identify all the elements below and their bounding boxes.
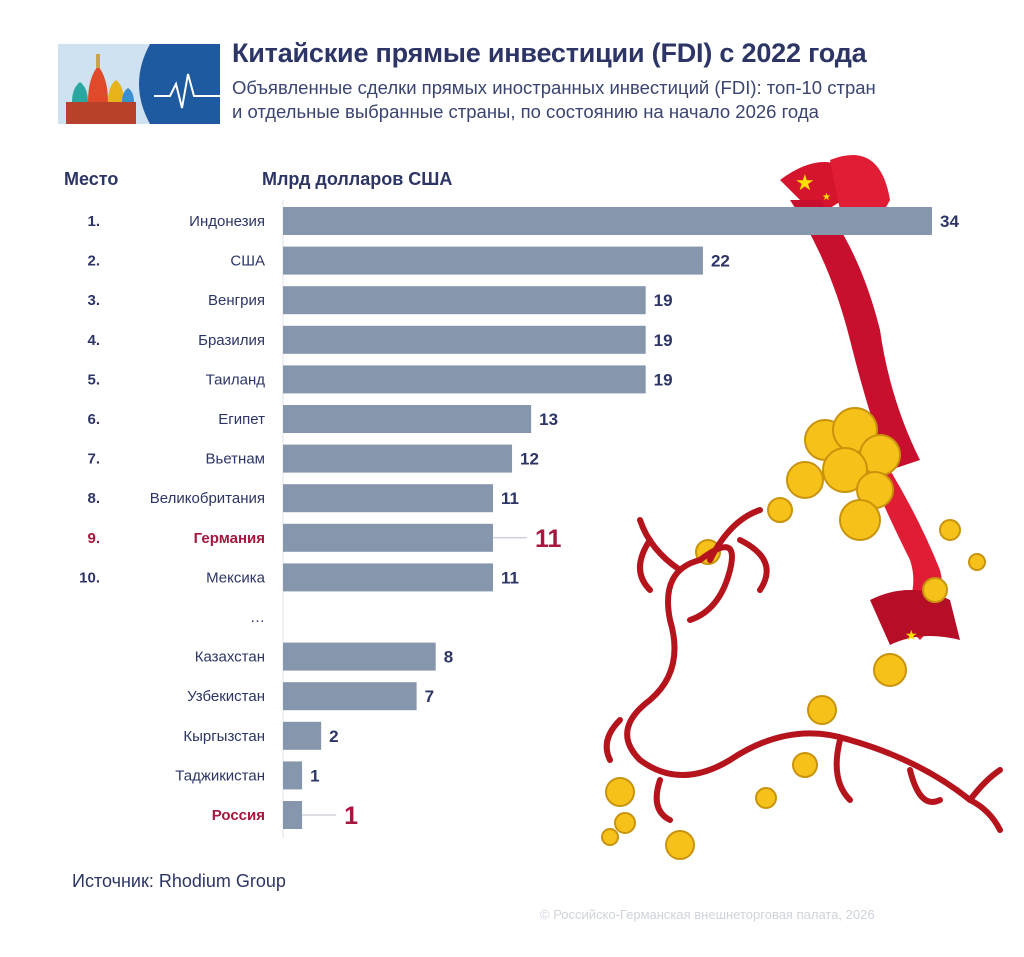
chart-row: Кыргызстан 2 (183, 721, 339, 750)
country-label: Таджикистан (175, 767, 265, 784)
country-label: Индонезия (189, 213, 265, 230)
chart-row: 2. США 22 (87, 246, 730, 275)
logo (58, 44, 220, 124)
ellipsis-label: … (250, 609, 265, 626)
bar (283, 207, 932, 235)
country-label: Кыргызстан (183, 728, 265, 745)
chart-rows: 1. Индонезия 34 2. США 22 3. Венгрия 19 4. Бразили… (79, 207, 959, 830)
country-label: США (230, 253, 265, 270)
chart-row: 3. Венгрия 19 (87, 286, 673, 315)
country-label: Великобритания (150, 490, 265, 507)
bar (283, 563, 493, 592)
rank-label: 3. (87, 292, 100, 309)
value-label: 2 (329, 727, 338, 746)
chart-row: Казахстан 8 (195, 642, 453, 671)
bar (283, 682, 417, 711)
coins-image (601, 407, 986, 860)
unit-column-header: Млрд долларов США (262, 169, 453, 189)
decorative-illustration: ★ ★ ★ (590, 140, 1020, 875)
chart-row: 9. Германия 11 (87, 523, 562, 553)
chart-row: 10. Мексика 11 (79, 563, 519, 592)
bar (283, 405, 532, 433)
country-label: Германия (194, 530, 265, 547)
rank-label: 9. (87, 530, 100, 547)
chart-row: 6. Египет 13 (87, 405, 558, 433)
country-label: Египет (218, 411, 265, 428)
chart-row: Узбекистан 7 (187, 682, 434, 711)
chart-row: Таджикистан 1 (175, 761, 320, 790)
value-label: 34 (940, 212, 959, 231)
ribbon-image: ★ ★ ★ (780, 155, 960, 645)
rank-label: 10. (79, 569, 100, 586)
subtitle-line-2: и отдельные выбранные страны, по состоян… (232, 101, 819, 122)
chart-row: 1. Индонезия 34 (87, 207, 959, 235)
value-label: 7 (425, 687, 434, 706)
chart-row: Россия 1 (212, 801, 358, 830)
value-label: 22 (711, 252, 730, 271)
rank-column-header: Место (64, 169, 119, 189)
chart-row: 7. Вьетнам 12 (87, 444, 539, 473)
chart-row: 4. Бразилия 19 (87, 325, 673, 354)
value-label: 11 (535, 525, 562, 553)
value-label: 11 (501, 489, 519, 508)
rank-label: 6. (87, 411, 100, 428)
country-label: Казахстан (195, 649, 265, 666)
country-label: Россия (212, 807, 265, 824)
bar (283, 484, 493, 513)
value-label: 19 (654, 291, 673, 310)
bar (283, 761, 303, 790)
bar (283, 286, 646, 315)
bar (283, 444, 513, 473)
svg-text:★: ★ (822, 192, 831, 203)
bar (283, 523, 493, 552)
value-label: 19 (654, 370, 673, 389)
chart-subtitle: Объявленные сделки прямых иностранных ин… (232, 76, 972, 124)
rank-label: 7. (87, 451, 100, 468)
country-label: Бразилия (198, 332, 265, 349)
chart-row: 8. Великобритания 11 (87, 484, 519, 513)
subtitle-line-1: Объявленные сделки прямых иностранных ин… (232, 77, 876, 98)
value-label: 8 (444, 648, 453, 667)
source-note: Источник: Rhodium Group (72, 871, 286, 891)
country-label: Венгрия (208, 292, 265, 309)
bar (283, 801, 303, 829)
svg-text:★: ★ (795, 170, 815, 195)
dragon-image (603, 507, 1003, 833)
country-label: Вьетнам (206, 451, 265, 468)
country-label: Узбекистан (187, 688, 265, 705)
svg-text:★: ★ (905, 627, 918, 643)
value-label: 19 (654, 331, 673, 350)
bar (283, 365, 646, 394)
rank-label: 5. (87, 371, 100, 388)
rank-label: 4. (87, 332, 100, 349)
copyright-note: © Российско-Германская внешнеторговая па… (540, 907, 875, 922)
country-label: Мексика (206, 569, 266, 586)
bar (283, 325, 646, 354)
value-label: 12 (520, 450, 539, 469)
value-label: 11 (501, 568, 519, 587)
chart-row: 5. Таиланд 19 (87, 365, 673, 394)
value-label: 1 (344, 802, 358, 830)
rank-label: 2. (87, 253, 100, 270)
country-label: Таиланд (206, 371, 266, 388)
value-label: 13 (539, 410, 558, 429)
value-label: 1 (310, 766, 319, 785)
bar (283, 246, 703, 275)
bar (283, 721, 322, 750)
chart-title: Китайские прямые инвестиции (FDI) с 2022… (232, 38, 867, 68)
rank-label: 1. (87, 213, 100, 230)
rank-label: 8. (87, 490, 100, 507)
bar (283, 642, 436, 671)
